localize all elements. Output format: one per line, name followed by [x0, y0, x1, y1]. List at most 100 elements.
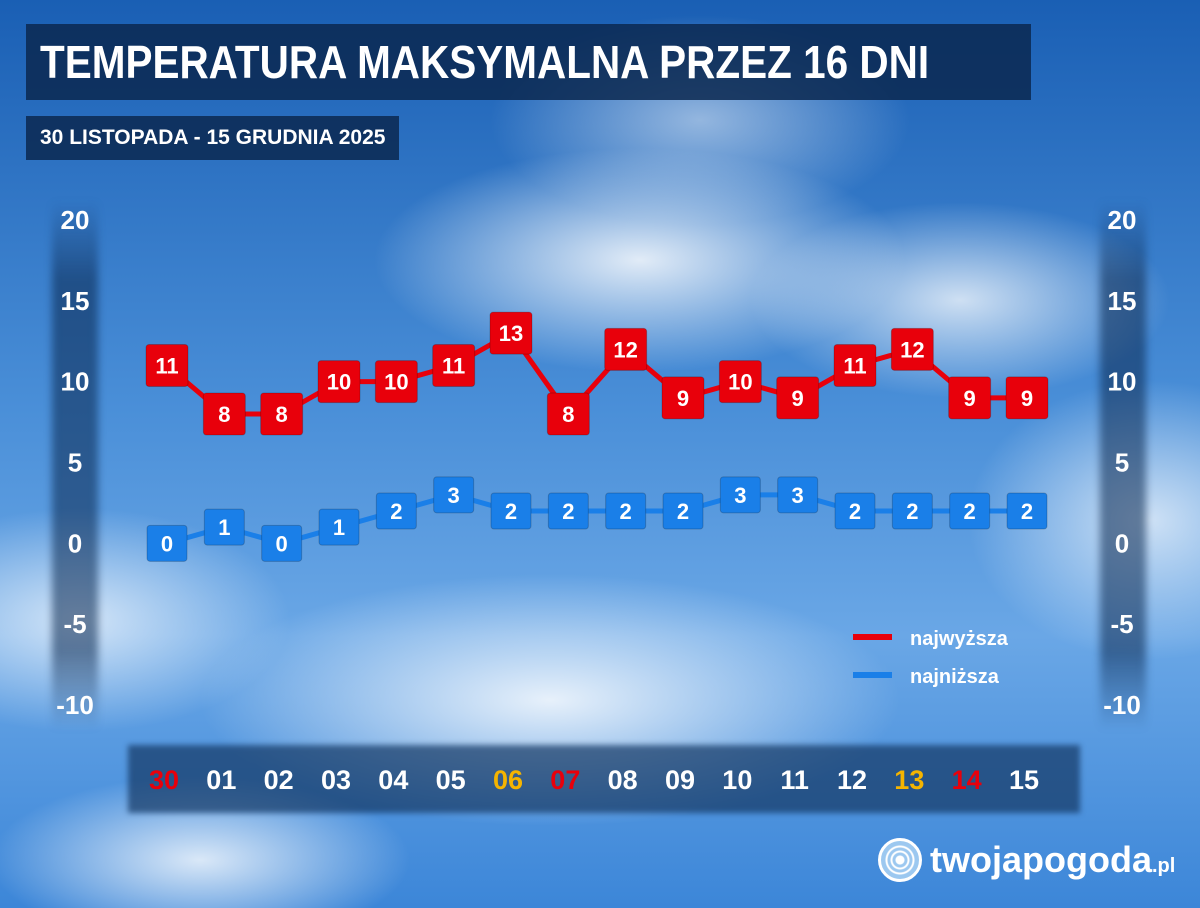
data-label-min: 3: [448, 483, 460, 508]
logo-icon: [878, 838, 922, 882]
data-label-min: 2: [849, 499, 861, 524]
data-label-max: 12: [900, 337, 924, 362]
data-point-max: [948, 376, 992, 420]
y-tick-left: -5: [63, 609, 86, 639]
x-tick-label: 07: [550, 765, 580, 795]
data-point-min: [318, 508, 360, 546]
data-point-max: [1005, 376, 1049, 420]
data-point-max: [432, 344, 476, 387]
right-axis-band: [1100, 200, 1146, 730]
x-tick-label: 08: [608, 765, 638, 795]
y-tick-right: 15: [1108, 286, 1137, 316]
data-point-min: [547, 492, 589, 530]
data-point-min: [777, 476, 819, 514]
y-tick-left: -10: [56, 690, 94, 720]
x-tick-label: 04: [378, 765, 408, 795]
logo: twojapogoda .pl: [878, 838, 1175, 882]
data-point-min: [375, 492, 417, 530]
y-tick-right: 20: [1108, 205, 1137, 235]
data-point-min: [719, 476, 761, 514]
data-label-min: 3: [792, 483, 804, 508]
series-line-max: [165, 330, 1027, 417]
x-tick-label: 15: [1009, 765, 1039, 795]
x-tick-label: 13: [894, 765, 924, 795]
data-label-max: 9: [964, 386, 976, 411]
data-label-max: 11: [442, 354, 465, 379]
data-point-min: [891, 492, 933, 530]
data-point-min: [949, 492, 991, 530]
data-label-max: 11: [843, 354, 866, 379]
logo-text: twojapogoda: [930, 839, 1152, 880]
data-label-max: 8: [276, 402, 288, 427]
y-tick-right: -10: [1103, 690, 1141, 720]
chart-subtitle: 30 LISTOPADA - 15 GRUDNIA 2025: [26, 116, 400, 160]
data-label-min: 2: [677, 499, 689, 524]
y-tick-left: 10: [61, 367, 90, 397]
data-label-max: 10: [384, 370, 408, 395]
data-label-max: 13: [499, 321, 523, 346]
data-point-max: [661, 376, 705, 420]
data-point-max: [145, 344, 189, 387]
chart-title: TEMPERATURA MAKSYMALNA PRZEZ 16 DNI: [40, 36, 930, 88]
y-tick-right: 0: [1115, 528, 1129, 558]
x-tick-label: 12: [837, 765, 867, 795]
data-label-max: 8: [218, 402, 230, 427]
data-label-max: 9: [1021, 386, 1033, 411]
data-point-max: [260, 392, 304, 436]
data-label-max: 8: [562, 402, 574, 427]
y-tick-right: -5: [1110, 609, 1133, 639]
y-tick-left: 20: [61, 205, 90, 235]
data-point-max: [374, 360, 418, 404]
data-label-min: 2: [390, 499, 402, 524]
data-label-min: 3: [734, 483, 746, 508]
data-label-min: 1: [218, 515, 230, 540]
data-point-min: [203, 508, 245, 546]
series-line-min: [166, 492, 1027, 546]
x-tick-label: 02: [264, 765, 294, 795]
data-label-min: 0: [276, 531, 288, 556]
data-point-min: [834, 492, 876, 530]
data-label-max: 9: [677, 386, 689, 411]
data-point-max: [604, 327, 648, 371]
data-label-max: 9: [792, 386, 804, 411]
x-tick-label: 03: [321, 765, 351, 795]
data-point-min: [605, 492, 647, 530]
legend-label: najniższa: [910, 666, 1000, 688]
x-tick-label: 05: [436, 765, 466, 795]
data-point-max: [202, 392, 246, 436]
x-tick-label: 09: [665, 765, 695, 795]
data-point-min: [490, 492, 532, 530]
data-label-max: 11: [155, 354, 178, 379]
data-label-min: 1: [333, 515, 345, 540]
x-tick-label: 14: [952, 765, 982, 795]
x-tick-label: 11: [780, 765, 809, 795]
data-point-max: [489, 311, 533, 355]
data-label-min: 2: [505, 499, 517, 524]
y-tick-left: 0: [68, 528, 82, 558]
y-tick-right: 5: [1115, 448, 1129, 478]
data-point-max: [776, 376, 820, 420]
data-point-max: [546, 392, 590, 436]
x-tick-label: 01: [206, 765, 236, 795]
x-axis-band: [128, 745, 1080, 813]
data-label-min: 2: [906, 499, 918, 524]
data-point-min: [261, 524, 303, 562]
data-label-min: 2: [620, 499, 632, 524]
data-point-max: [833, 344, 877, 387]
y-tick-left: 5: [68, 448, 82, 478]
data-label-min: 2: [1021, 499, 1033, 524]
data-point-min: [1006, 492, 1048, 530]
data-label-min: 2: [562, 499, 574, 524]
x-tick-label: 10: [722, 765, 752, 795]
data-point-min: [433, 476, 475, 514]
x-tick-label: 30: [149, 765, 179, 795]
chart-title-banner: TEMPERATURA MAKSYMALNA PRZEZ 16 DNI: [26, 24, 1031, 100]
logo-suffix: .pl: [1151, 854, 1176, 877]
data-label-max: 10: [327, 370, 351, 395]
data-label-max: 12: [613, 337, 637, 362]
data-point-max: [890, 327, 934, 371]
data-label-min: 2: [964, 499, 976, 524]
y-tick-right: 10: [1108, 367, 1137, 397]
data-point-min: [662, 492, 704, 530]
